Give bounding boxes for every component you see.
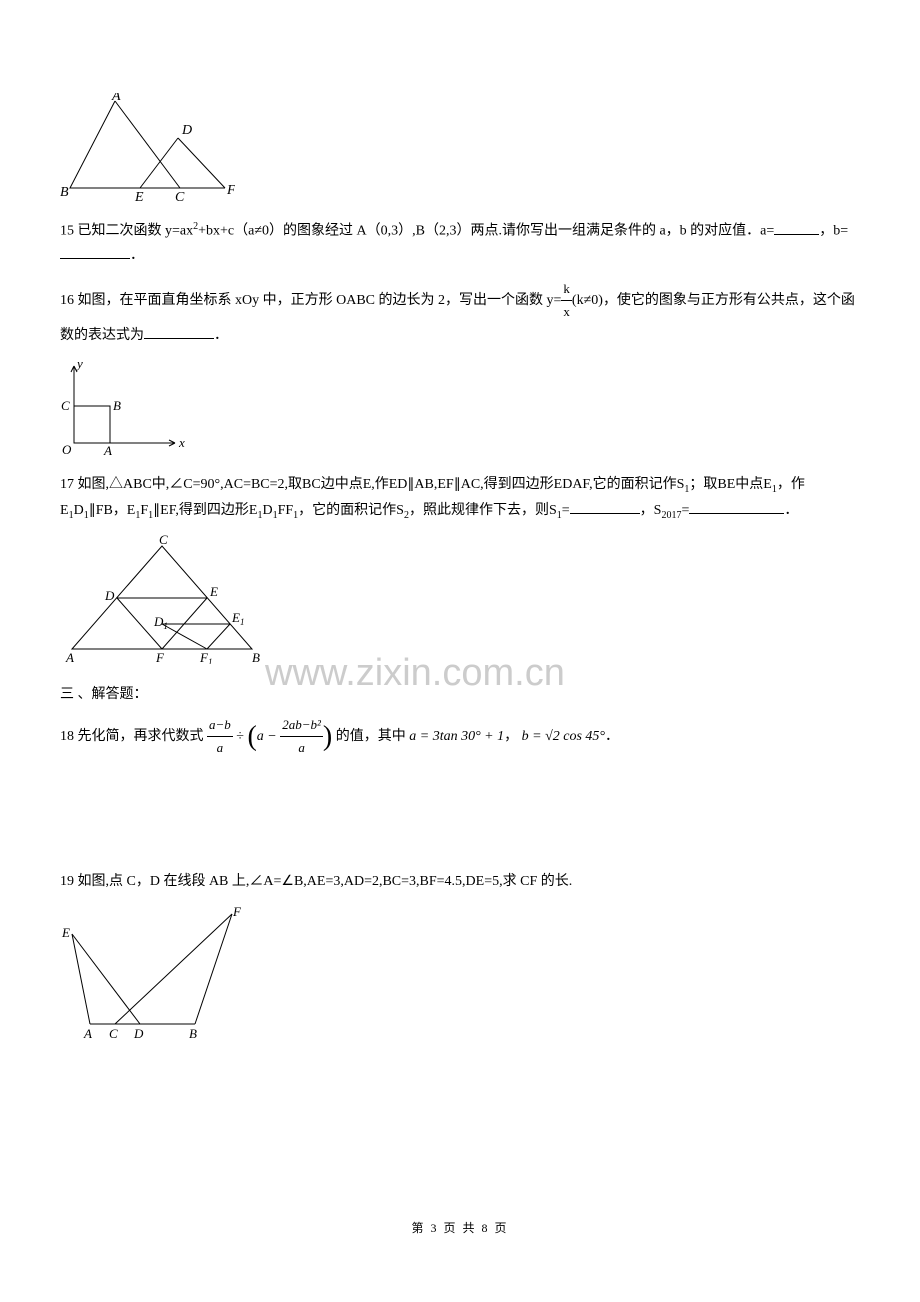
blank-s2017 <box>689 498 784 514</box>
svg-text:F1: F1 <box>199 650 212 664</box>
svg-text:E: E <box>61 925 70 940</box>
svg-text:C: C <box>175 190 185 203</box>
problem-num: 15 <box>60 224 74 239</box>
problem-text: +bx+c（a≠0）的图象经过 A（0,3）,B（2,3）两点.请你写出一组满足… <box>198 224 774 239</box>
svg-text:B: B <box>189 1026 197 1041</box>
problem-text: 已知二次函数 y=ax <box>74 224 193 239</box>
svg-text:A: A <box>111 93 121 104</box>
svg-text:y: y <box>75 358 83 371</box>
triangle-subdivide-diagram: A B C D E F D1 E1 F1 <box>60 534 265 664</box>
blank-s1 <box>570 498 640 514</box>
svg-text:C: C <box>61 398 70 413</box>
segment-diagram: E F A C D B <box>60 904 260 1044</box>
svg-text:A: A <box>103 443 112 458</box>
svg-text:D: D <box>181 123 192 138</box>
svg-text:D: D <box>133 1026 144 1041</box>
problem-19: 19 如图,点 C，D 在线段 AB 上,∠A=∠B,AE=3,AD=2,BC=… <box>60 870 860 894</box>
svg-text:B: B <box>113 398 121 413</box>
problem-num: 16 <box>60 293 74 308</box>
svg-text:F: F <box>155 650 165 664</box>
svg-text:O: O <box>62 442 72 457</box>
spacer <box>60 770 860 860</box>
problem-text: 如图，在平面直角坐标系 xOy 中，正方形 OABC 的边长为 2，写出一个函数 <box>74 293 547 308</box>
svg-text:C: C <box>159 534 168 547</box>
svg-text:A: A <box>83 1026 92 1041</box>
svg-text:C: C <box>109 1026 118 1041</box>
svg-text:F: F <box>226 183 235 198</box>
problem-18: 18 先化简，再求代数式 a−ba ÷ (a − 2ab−b²a) 的值，其中 … <box>60 713 860 761</box>
fraction-k-over-x: kx <box>561 278 572 323</box>
triangle-diagram: A B E C F D <box>60 93 235 203</box>
problem-num: 19 <box>60 874 74 889</box>
problem-num: 17 <box>60 477 74 492</box>
svg-text:F: F <box>232 904 242 919</box>
coordinate-diagram: y x O A C B <box>60 358 190 458</box>
page-content: A B E C F D 15 已知二次函数 y=ax2+bx+c（a≠0）的图象… <box>60 93 860 1236</box>
problem-text: ，b= <box>819 224 848 239</box>
formula-y-equals: y= <box>547 289 562 313</box>
svg-text:D: D <box>104 588 115 603</box>
problem-text: ；取BE中点E <box>689 477 771 492</box>
svg-text:A: A <box>65 650 74 664</box>
section-3-header: 三 、解答题： <box>60 683 860 703</box>
figure-14: A B E C F D <box>60 93 860 208</box>
figure-17: A B C D E F D1 E1 F1 <box>60 534 860 669</box>
blank-expression <box>144 323 214 339</box>
fraction-1: a−ba <box>207 714 233 759</box>
problem-text: ． <box>130 248 144 263</box>
problem-text: 如图,△ABC中,∠C=90°,AC=BC=2,取BC边中点E,作ED∥AB,E… <box>74 477 684 492</box>
svg-text:E: E <box>209 584 218 599</box>
problem-text: ． <box>214 328 228 343</box>
problem-17: 17 如图,△ABC中,∠C=90°,AC=BC=2,取BC边中点E,作ED∥A… <box>60 473 860 524</box>
problem-15: 15 已知二次函数 y=ax2+bx+c（a≠0）的图象经过 A（0,3）,B（… <box>60 218 860 268</box>
problem-num: 18 <box>60 729 74 744</box>
page-footer: 第 3 页 共 8 页 <box>60 1219 860 1236</box>
figure-16: y x O A C B <box>60 358 860 463</box>
svg-text:D1: D1 <box>153 614 168 631</box>
fraction-2: 2ab−b²a <box>280 714 323 759</box>
formula-condition: (k≠0) <box>572 293 603 308</box>
problem-16: 16 如图，在平面直角坐标系 xOy 中，正方形 OABC 的边长为 2，写出一… <box>60 278 860 348</box>
svg-text:E1: E1 <box>231 610 244 627</box>
svg-text:B: B <box>60 185 69 200</box>
blank-a <box>774 219 819 235</box>
svg-text:E: E <box>134 190 144 203</box>
blank-b <box>60 243 130 259</box>
svg-text:B: B <box>252 650 260 664</box>
problem-text: 如图,点 C，D 在线段 AB 上,∠A=∠B,AE=3,AD=2,BC=3,B… <box>74 874 572 889</box>
svg-text:x: x <box>178 435 185 450</box>
problem-text: 先化简，再求代数式 <box>74 729 207 744</box>
figure-19: E F A C D B <box>60 904 860 1049</box>
